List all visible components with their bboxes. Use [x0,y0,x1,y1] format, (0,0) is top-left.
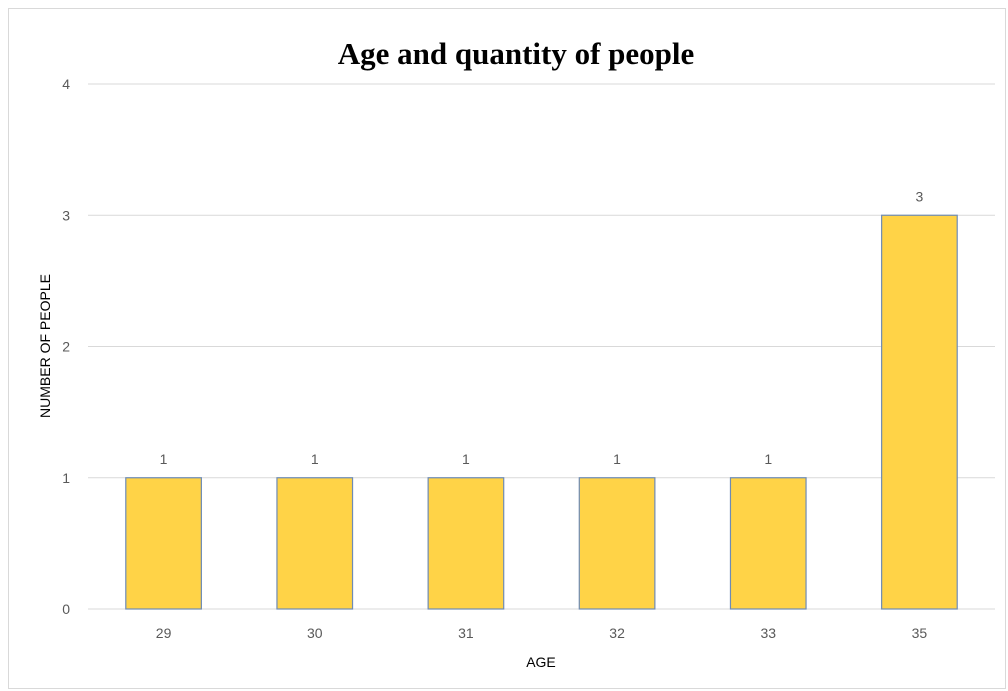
x-tick-label: 33 [760,625,776,641]
gridlines [88,83,995,610]
chart-title: Age and quantity of people [338,36,695,71]
y-tick-label: 2 [62,339,70,355]
bar [276,477,354,610]
y-tick-label: 0 [62,601,70,617]
data-label: 1 [764,451,772,467]
x-axis-title: AGE [526,654,556,670]
data-labels: 1 1 1 1 1 3 [160,188,924,467]
bar [578,477,656,610]
y-axis-title: NUMBER OF PEOPLE [37,274,53,418]
bar [125,477,202,610]
bar [427,477,505,610]
data-label: 1 [613,451,621,467]
x-tick-label: 31 [458,625,474,641]
data-label: 1 [462,451,470,467]
data-label: 3 [916,188,924,204]
y-tick-label: 4 [62,76,70,92]
x-tick-label: 35 [912,625,928,641]
x-tick-label: 32 [609,625,625,641]
y-tick-label: 1 [62,470,70,486]
y-axis-ticks: 0 1 2 3 4 [62,76,70,617]
x-tick-label: 30 [307,625,323,641]
bar [881,214,958,610]
bar [729,477,807,610]
data-label: 1 [311,451,319,467]
data-label: 1 [160,451,168,467]
x-axis-ticks: 29 30 31 32 33 35 [156,625,928,641]
y-tick-label: 3 [62,207,70,223]
x-tick-label: 29 [156,625,172,641]
bars [125,214,958,610]
